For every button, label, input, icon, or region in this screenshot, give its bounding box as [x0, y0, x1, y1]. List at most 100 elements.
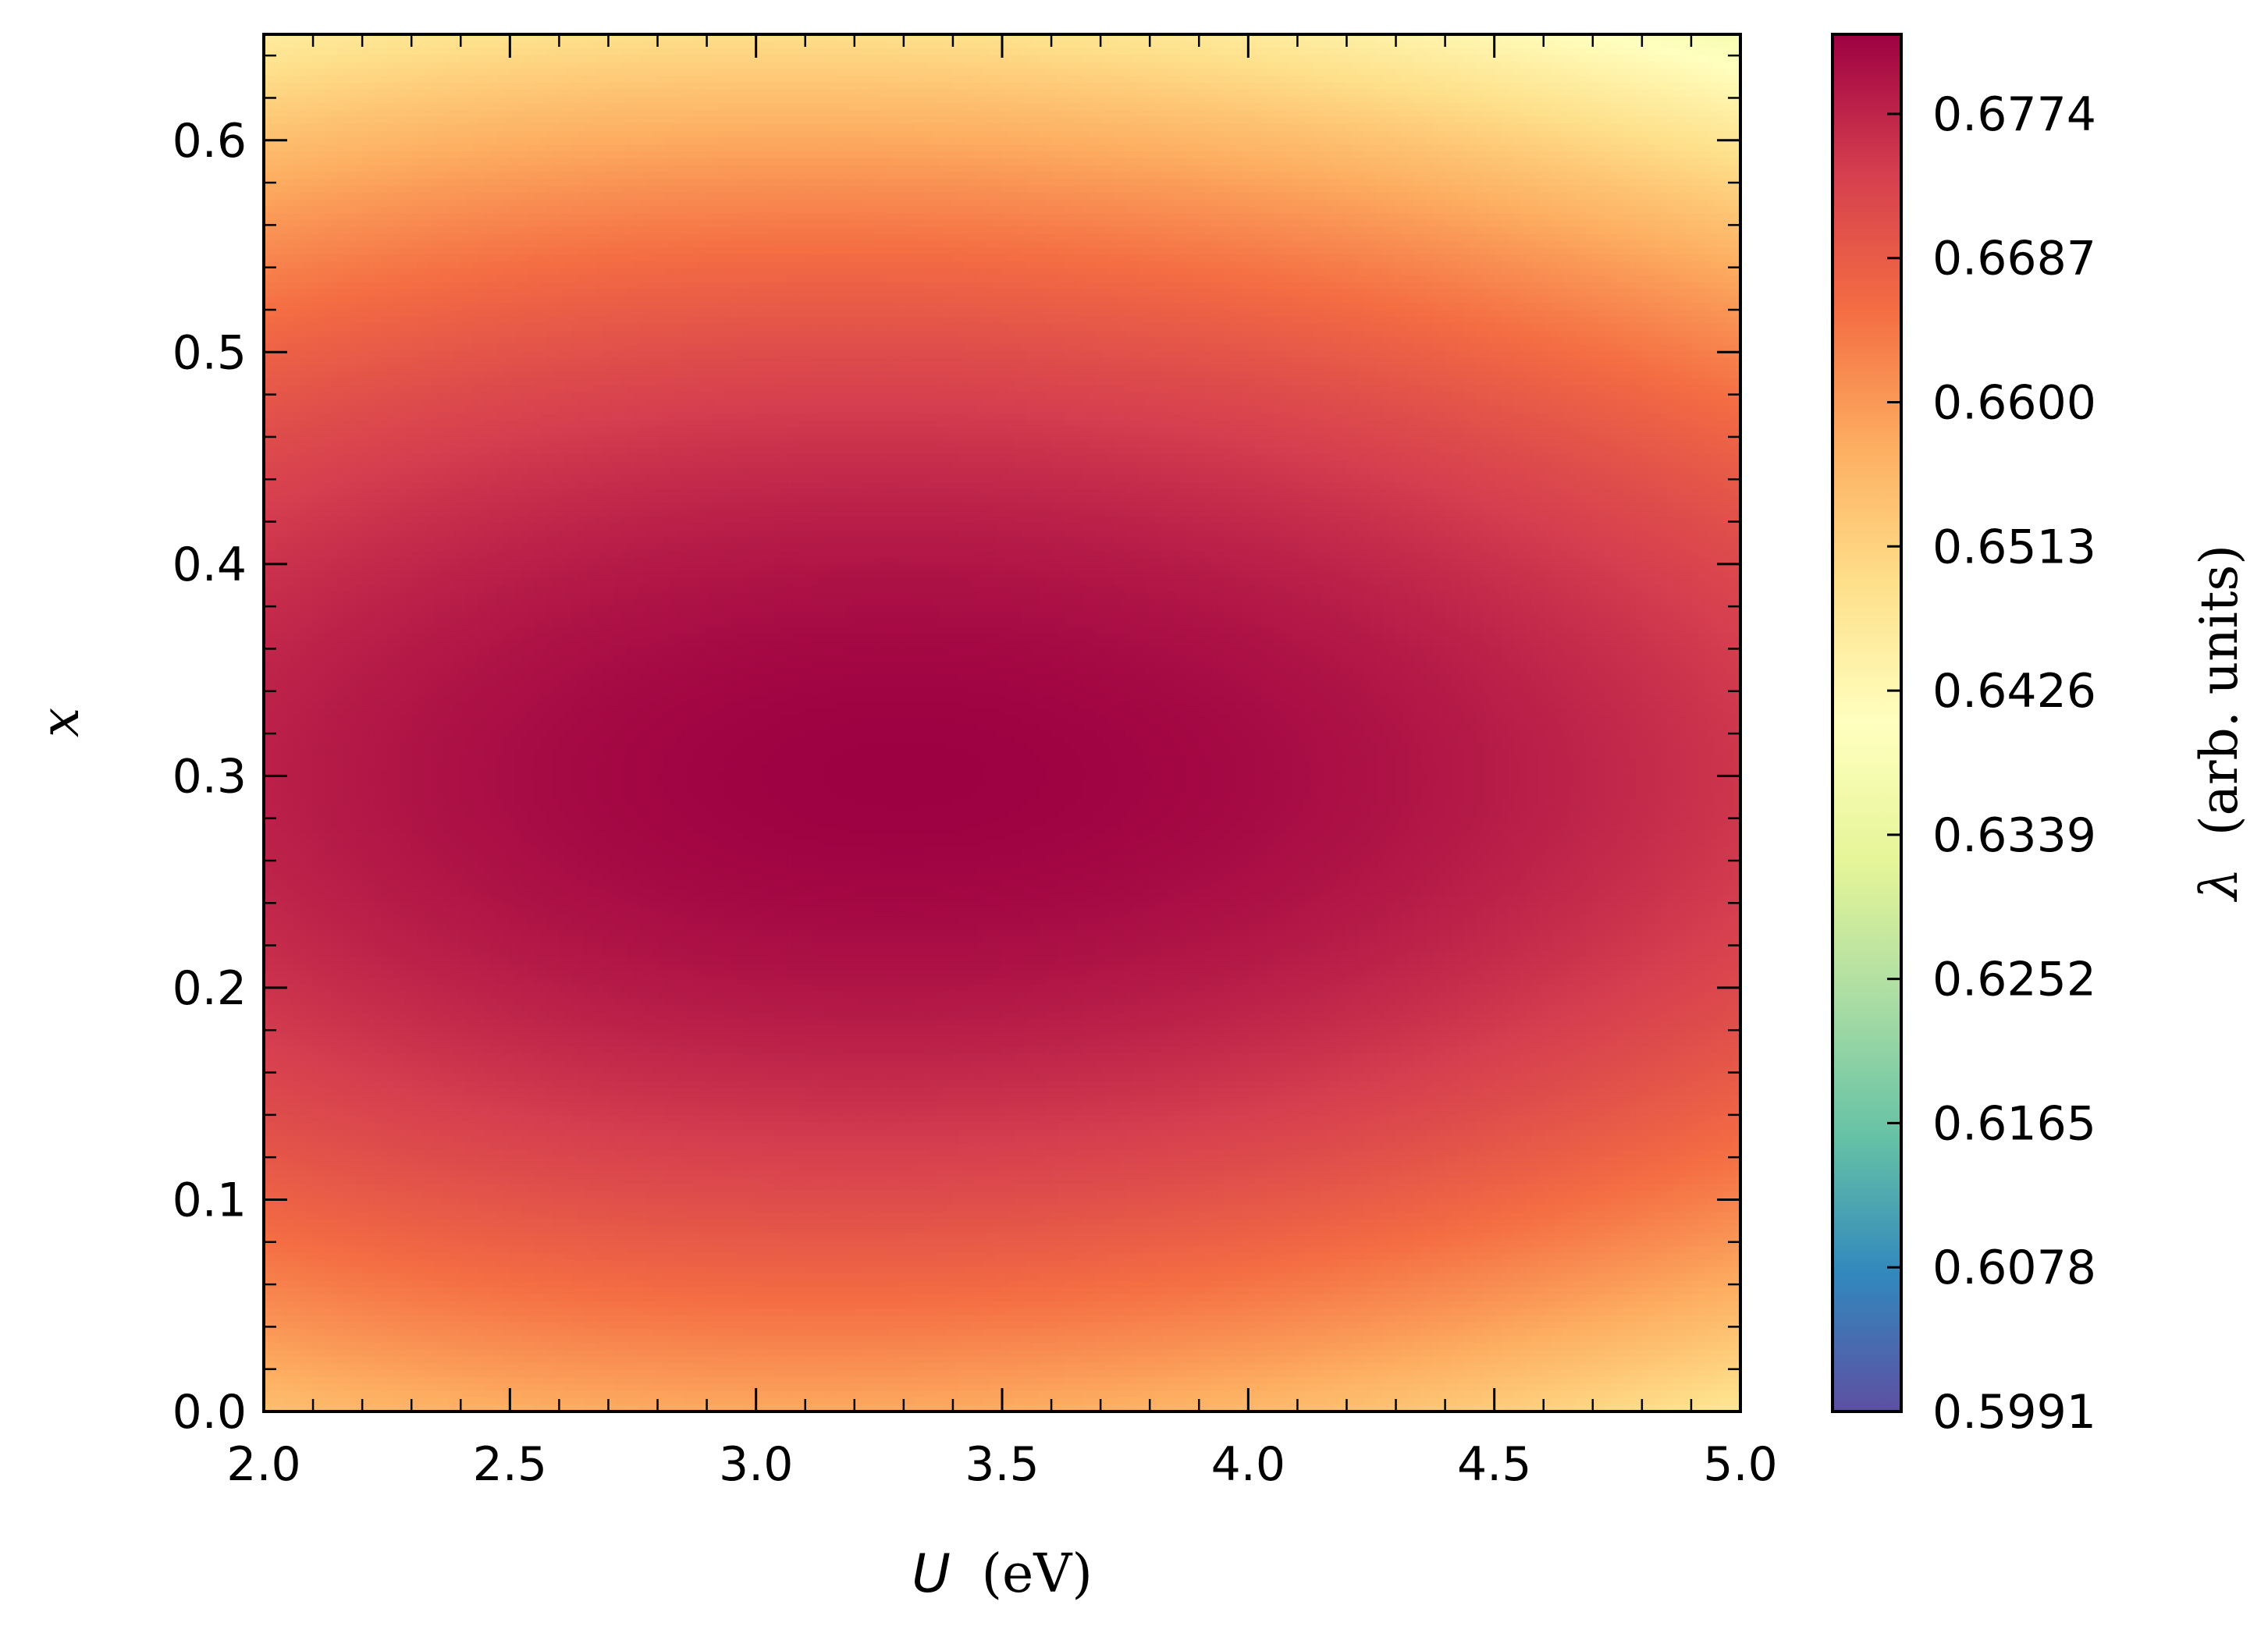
heatmap-cell [1334, 75, 1342, 83]
heatmap-cell [1549, 110, 1557, 118]
heatmap-cell [1525, 96, 1532, 104]
heatmap-cell [854, 123, 862, 132]
heatmap-cell [565, 34, 572, 42]
heatmap-cell [1235, 69, 1243, 76]
heatmap-cell [1310, 144, 1317, 152]
heatmap-cell [792, 137, 800, 145]
heatmap-cell [1605, 158, 1612, 166]
heatmap-cell [823, 144, 830, 152]
heatmap-cell [1088, 82, 1095, 91]
heatmap-cell [595, 158, 603, 166]
heatmap-cell [318, 103, 326, 111]
heatmap-cell [1457, 96, 1464, 104]
heatmap-cell [762, 96, 770, 104]
heatmap-cell [1125, 82, 1132, 91]
heatmap-cell [491, 130, 499, 138]
heatmap-cell [1168, 96, 1175, 104]
heatmap-cell [1180, 34, 1188, 42]
heatmap-cell [817, 34, 824, 42]
heatmap-cell [971, 75, 979, 83]
heatmap-cell [811, 151, 819, 159]
heatmap-cell [1395, 137, 1403, 145]
heatmap-cell [633, 75, 640, 83]
heatmap-cell [903, 75, 911, 83]
heatmap-cell [368, 96, 375, 104]
heatmap-cell [1291, 55, 1298, 62]
heatmap-cell [534, 75, 542, 83]
heatmap-cell [1346, 137, 1353, 145]
heatmap-cell [798, 116, 806, 125]
heatmap-cell [762, 75, 770, 83]
heatmap-cell [1340, 82, 1348, 91]
heatmap-cell [990, 158, 997, 166]
heatmap-cell [1303, 123, 1310, 132]
heatmap-cell [1174, 116, 1182, 125]
heatmap-cell [307, 172, 314, 179]
heatmap-cell [418, 144, 425, 152]
heatmap-cell [694, 48, 702, 56]
heatmap-cell [307, 41, 314, 49]
heatmap-cell [1057, 55, 1065, 62]
heatmap-cell [1660, 62, 1667, 69]
heatmap-cell [589, 62, 597, 69]
heatmap-cell [755, 137, 763, 145]
heatmap-cell [1457, 172, 1464, 179]
heatmap-cell [1297, 82, 1304, 91]
heatmap-cell [1420, 75, 1427, 83]
heatmap-cell [1408, 137, 1415, 145]
heatmap-cell [1118, 82, 1126, 91]
heatmap-cell [374, 130, 382, 138]
heatmap-cell [583, 151, 591, 159]
heatmap-cell [1045, 62, 1052, 69]
heatmap-cell [429, 82, 437, 91]
heatmap-cell [1562, 144, 1569, 152]
heatmap-cell [1020, 165, 1028, 173]
heatmap-cell [1500, 55, 1508, 62]
heatmap-cell [817, 137, 824, 145]
heatmap-cell [755, 123, 763, 132]
heatmap-cell [1555, 158, 1562, 166]
heatmap-cell [595, 55, 603, 62]
heatmap-cell [952, 123, 960, 132]
heatmap-cell [774, 165, 781, 173]
heatmap-cell [620, 123, 627, 132]
heatmap-cell [497, 144, 505, 152]
heatmap-cell [958, 110, 966, 118]
heatmap-cell [467, 103, 474, 111]
heatmap-cell [1235, 62, 1243, 69]
heatmap-cell [1457, 48, 1464, 56]
heatmap-cell [823, 165, 830, 173]
heatmap-cell [1611, 158, 1618, 166]
heatmap-cell [633, 165, 640, 173]
heatmap-cell [1365, 103, 1372, 111]
heatmap-cell [1617, 41, 1624, 49]
heatmap-cell [897, 158, 905, 166]
heatmap-cell [891, 130, 898, 138]
heatmap-cell [589, 165, 597, 173]
heatmap-cell [380, 151, 388, 159]
heatmap-cell [1033, 89, 1040, 98]
heatmap-cell [1445, 144, 1452, 152]
heatmap-cell [473, 75, 480, 83]
heatmap-cell [1623, 123, 1630, 132]
heatmap-cell [1026, 82, 1034, 91]
heatmap-cell [1525, 137, 1532, 145]
heatmap-cell [645, 103, 652, 111]
heatmap-cell [1272, 82, 1280, 91]
heatmap-cell [1260, 144, 1267, 152]
heatmap-cell [405, 165, 412, 173]
heatmap-cell [1094, 130, 1101, 138]
heatmap-cell [448, 158, 455, 166]
heatmap-cell [1383, 110, 1391, 118]
heatmap-cell [608, 110, 615, 118]
heatmap-cell [798, 165, 806, 173]
heatmap-cell [294, 110, 301, 118]
heatmap-cell [435, 55, 443, 62]
heatmap-cell [1285, 69, 1292, 76]
heatmap-cell [860, 151, 868, 159]
heatmap-cell [1045, 123, 1052, 132]
heatmap-cell [1353, 48, 1360, 56]
heatmap-cell [1291, 158, 1298, 166]
heatmap-cell [380, 130, 388, 138]
heatmap-cell [1679, 34, 1686, 42]
